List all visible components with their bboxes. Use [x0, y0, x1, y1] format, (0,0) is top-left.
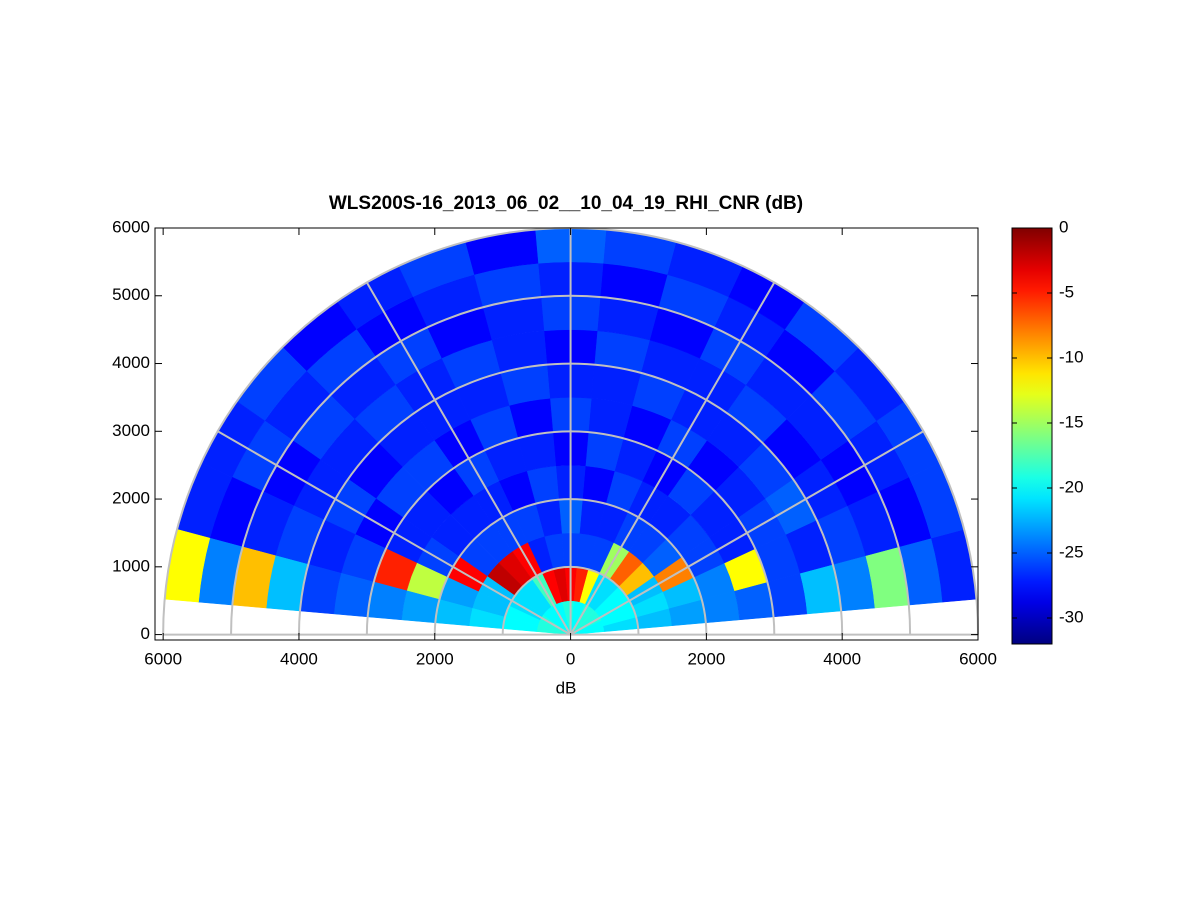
colorbar-tick-label: 0 [1059, 217, 1068, 236]
x-tick-label: 2000 [687, 649, 725, 668]
plot-frame [154, 227, 979, 641]
y-tick-label: 0 [141, 624, 150, 643]
y-tick-label: 4000 [112, 353, 150, 372]
y-tick-label: 6000 [112, 217, 150, 236]
y-tick-label: 5000 [112, 285, 150, 304]
y-tick-label: 3000 [112, 421, 150, 440]
colorbar-tick-label: -5 [1059, 282, 1074, 301]
x-tick-label: 4000 [280, 649, 318, 668]
angle-grid [570, 430, 924, 636]
colorbar [1011, 227, 1053, 645]
angle-grid [569, 281, 776, 636]
x-tick-label: 4000 [823, 649, 861, 668]
colorbar-tick-label: -30 [1059, 607, 1084, 626]
angle-grid [217, 430, 572, 636]
colorbar-tick-label: -10 [1059, 347, 1084, 366]
chart-title: WLS200S-16_2013_06_02__10_04_19_RHI_CNR … [329, 193, 803, 214]
angle-grid [365, 281, 572, 636]
x-tick-label: 2000 [416, 649, 454, 668]
colorbar-tick-label: -25 [1059, 542, 1084, 561]
y-tick-label: 1000 [112, 556, 150, 575]
x-tick-label: 6000 [144, 649, 182, 668]
x-tick-label: 0 [566, 649, 575, 668]
colorbar-tick-label: -15 [1059, 412, 1084, 431]
x-tick-label: 6000 [959, 649, 997, 668]
y-tick-label: 2000 [112, 489, 150, 508]
colorbar-tick-label: -20 [1059, 477, 1084, 496]
x-axis-label: dB [556, 678, 577, 697]
